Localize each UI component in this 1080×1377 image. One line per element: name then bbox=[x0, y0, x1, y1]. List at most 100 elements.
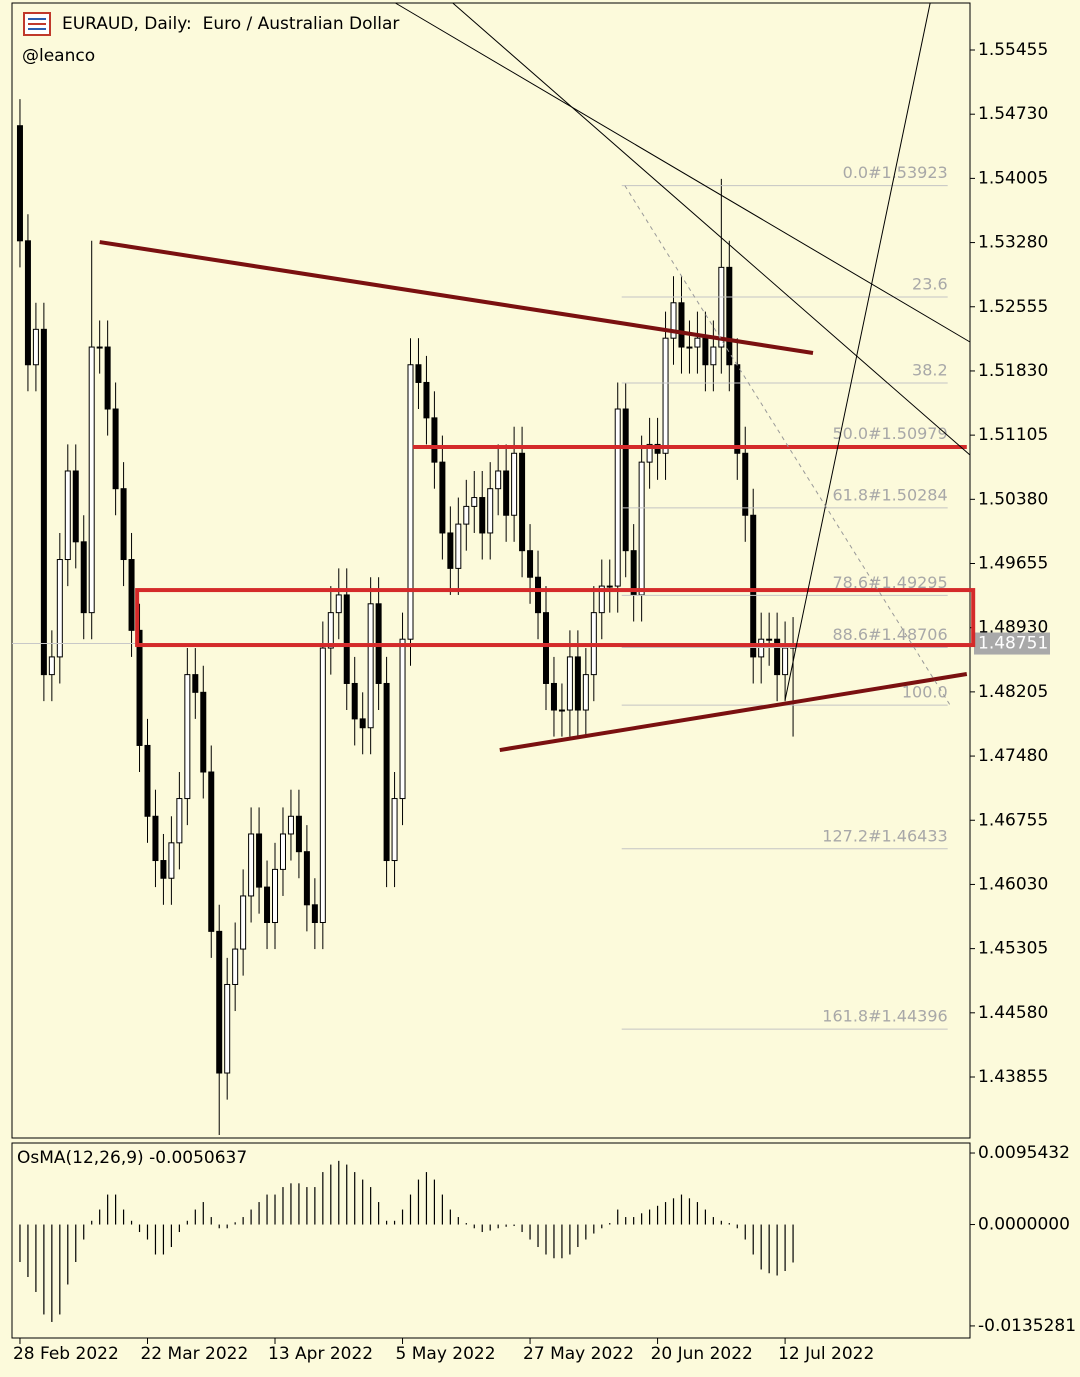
y-tick-label: 1.45305 bbox=[978, 939, 1048, 959]
candle-body bbox=[40, 328, 47, 676]
candle-body bbox=[327, 612, 334, 649]
candle-body bbox=[614, 408, 621, 587]
candle-body bbox=[750, 514, 757, 658]
candle-body bbox=[16, 125, 23, 242]
fib-label: 23.6 bbox=[912, 275, 948, 294]
trendline bbox=[452, 2, 971, 456]
candle-body bbox=[383, 682, 390, 862]
candle-body bbox=[718, 266, 725, 348]
y-tick-label: 1.47480 bbox=[978, 746, 1048, 766]
candle-body bbox=[662, 337, 669, 454]
y-tick-label: 1.54730 bbox=[978, 104, 1048, 124]
candle-body bbox=[144, 744, 151, 817]
x-tick-label: 5 May 2022 bbox=[396, 1344, 496, 1364]
candle-body bbox=[64, 470, 71, 561]
candle-body bbox=[686, 346, 693, 349]
candle-body bbox=[287, 815, 294, 835]
y-tick-label: -0.0135281 bbox=[978, 1316, 1076, 1336]
candle-body bbox=[96, 346, 103, 349]
candle-body bbox=[391, 798, 398, 862]
y-tick-label: 1.43855 bbox=[978, 1067, 1048, 1087]
candle-body bbox=[431, 417, 438, 463]
candle-body bbox=[606, 585, 613, 588]
candle-body bbox=[303, 851, 310, 906]
candle-body bbox=[351, 682, 358, 720]
fib-label: 127.2#1.46433 bbox=[822, 826, 947, 845]
candle-body bbox=[638, 461, 645, 596]
candle-body bbox=[184, 674, 191, 800]
fib-label: 161.8#1.44396 bbox=[822, 1007, 947, 1026]
candle-body bbox=[248, 833, 255, 897]
candle-body bbox=[208, 771, 215, 932]
candle-body bbox=[519, 452, 526, 552]
fib-label: 38.2 bbox=[912, 360, 948, 379]
candle-body bbox=[758, 638, 765, 658]
candle-body bbox=[24, 240, 31, 366]
candle-body bbox=[527, 550, 534, 578]
candle-body bbox=[694, 337, 701, 348]
trendline bbox=[395, 2, 971, 343]
y-tick-label: 1.46030 bbox=[978, 874, 1048, 894]
candle-body bbox=[503, 470, 510, 516]
candle-body bbox=[726, 266, 733, 366]
candle-body bbox=[407, 364, 414, 640]
candle-body bbox=[104, 346, 111, 410]
candle-body bbox=[487, 488, 494, 534]
candle-body bbox=[646, 443, 653, 463]
candle-body bbox=[574, 656, 581, 711]
candle-body bbox=[702, 337, 709, 366]
candle-body bbox=[734, 364, 741, 454]
fib-label: 78.6#1.49295 bbox=[832, 573, 947, 592]
candle-body bbox=[535, 576, 542, 614]
candle-body bbox=[774, 638, 781, 676]
candle-body bbox=[558, 709, 565, 712]
y-tick-label: 1.48205 bbox=[978, 682, 1048, 702]
fib-label: 50.0#1.50979 bbox=[832, 424, 947, 443]
candle-body bbox=[550, 682, 557, 711]
candle-body bbox=[216, 930, 223, 1074]
candle-body bbox=[582, 674, 589, 711]
y-tick-label: 1.51105 bbox=[978, 425, 1048, 445]
y-tick-label: 1.53280 bbox=[978, 233, 1048, 253]
candle-body bbox=[766, 638, 773, 641]
candle-body bbox=[32, 328, 39, 366]
x-tick-label: 28 Feb 2022 bbox=[13, 1344, 119, 1364]
candle-body bbox=[200, 691, 207, 773]
x-tick-label: 13 Apr 2022 bbox=[268, 1344, 373, 1364]
trendline bbox=[784, 2, 931, 701]
candle-body bbox=[471, 497, 478, 507]
candle-body bbox=[224, 983, 231, 1074]
candle-body bbox=[136, 629, 143, 746]
candle-body bbox=[56, 559, 63, 658]
y-tick-label: 1.44580 bbox=[978, 1003, 1048, 1023]
candle-body bbox=[168, 842, 175, 879]
candle-body bbox=[152, 815, 159, 862]
y-tick-label: 1.46755 bbox=[978, 810, 1048, 830]
candle-body bbox=[120, 488, 127, 561]
candle-body bbox=[88, 346, 95, 614]
chart-title: EURAUD, Daily: Euro / Australian Dollar bbox=[62, 14, 399, 34]
candle-body bbox=[455, 523, 462, 569]
candle-body bbox=[128, 559, 135, 631]
trendline bbox=[624, 185, 951, 706]
y-tick-label: 1.55455 bbox=[978, 40, 1048, 60]
candle-body bbox=[295, 815, 302, 853]
candle-body bbox=[359, 718, 366, 729]
fib-label: 100.0 bbox=[902, 683, 948, 702]
x-tick-label: 27 May 2022 bbox=[523, 1344, 634, 1364]
x-tick-label: 22 Mar 2022 bbox=[140, 1344, 248, 1364]
candle-body bbox=[399, 638, 406, 800]
x-tick-label: 20 Jun 2022 bbox=[651, 1344, 753, 1364]
candle-body bbox=[256, 833, 263, 888]
candle-body bbox=[566, 656, 573, 711]
y-tick-label: 1.52555 bbox=[978, 297, 1048, 317]
y-tick-label: 1.49655 bbox=[978, 554, 1048, 574]
current-price-box bbox=[974, 632, 1050, 655]
candle-body bbox=[279, 833, 286, 870]
candle-body bbox=[335, 594, 342, 614]
symbol-icon bbox=[23, 12, 51, 36]
indicator-title: OsMA(12,26,9) -0.0050637 bbox=[17, 1148, 247, 1168]
indicator-panel bbox=[11, 1142, 971, 1339]
